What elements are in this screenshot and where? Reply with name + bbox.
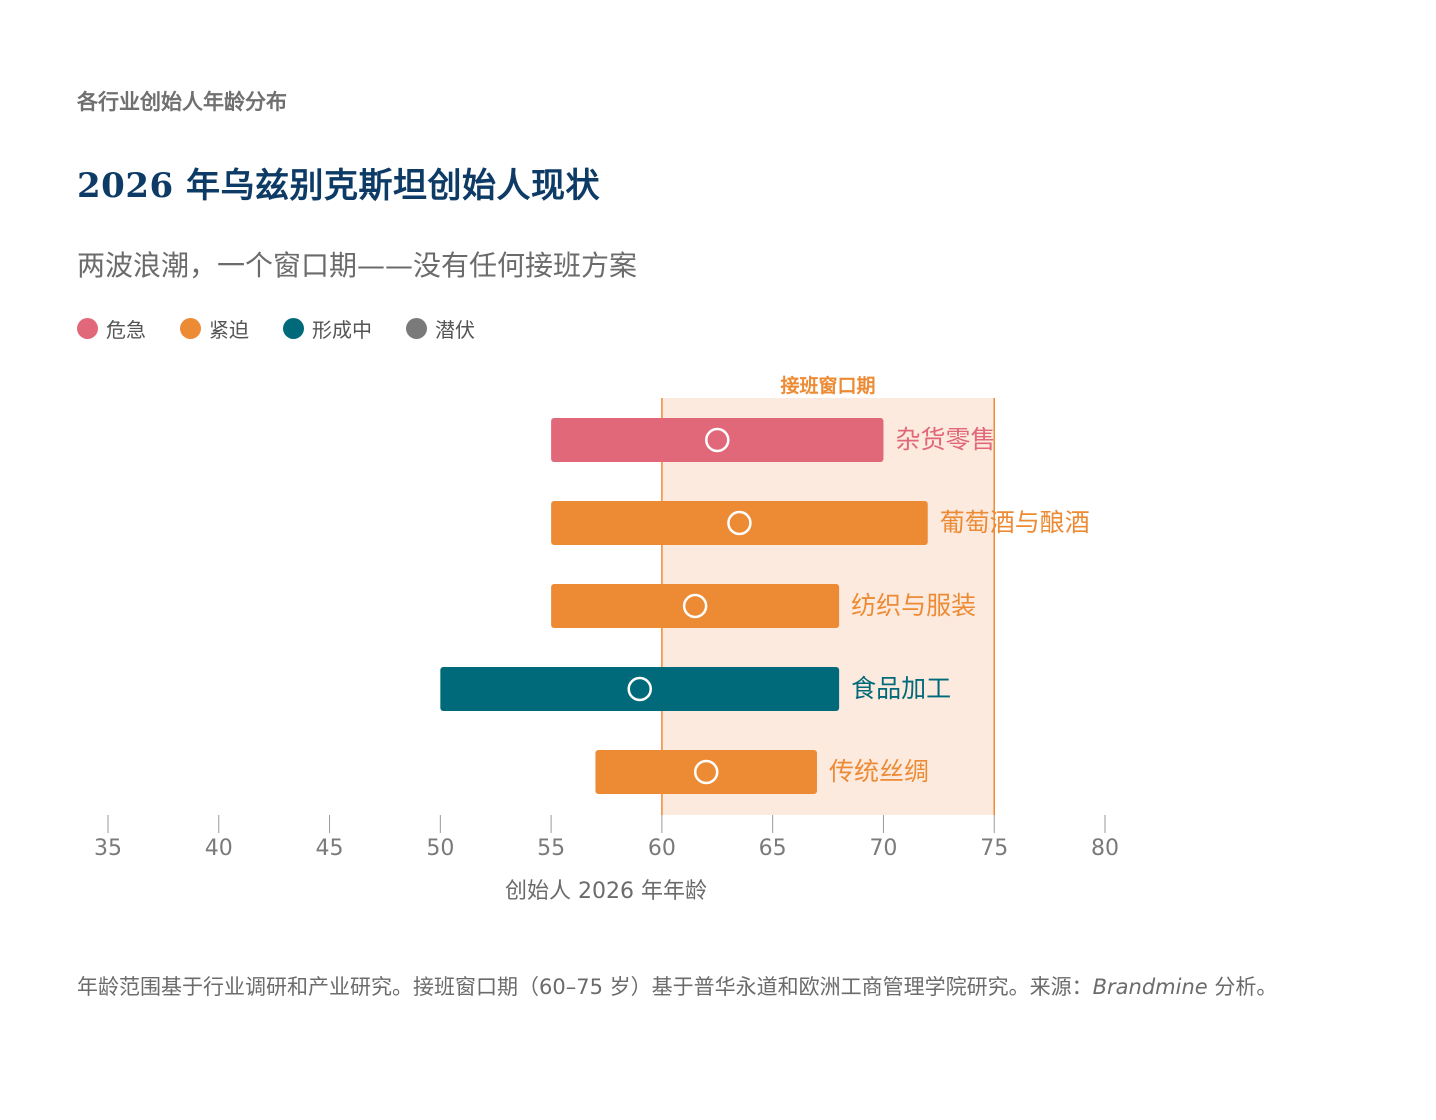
bar-label: 葡萄酒与酿酒 [940,508,1090,537]
chart-kicker: 各行业创始人年龄分布 [77,90,287,114]
median-marker [727,510,752,536]
legend-item-urgent: 紧迫 [180,314,249,343]
x-tick-label: 45 [316,836,344,861]
median-marker [705,427,730,453]
legend-dot-latent [406,318,427,339]
range-bar [551,501,928,545]
x-tick-label: 65 [759,836,787,861]
legend: 危急 紧迫 形成中 潜伏 [77,314,509,343]
x-tick-label: 40 [205,836,233,861]
x-axis-label: 创始人 2026 年年龄 [505,879,707,904]
legend-item-forming: 形成中 [283,314,372,343]
window-label: 接班窗口期 [781,374,876,397]
median-marker [627,676,652,702]
legend-dot-forming [283,318,304,339]
legend-label-latent: 潜伏 [435,318,475,342]
median-marker [693,759,719,785]
chart-title: 2026 年乌兹别克斯坦创始人现状 [77,166,600,206]
range-bar [440,667,840,711]
x-tick-label: 70 [869,836,897,861]
bar-label: 杂货零售 [895,425,995,454]
chart-subtitle: 两波浪潮，一个窗口期——没有任何接班方案 [77,249,638,282]
x-tick-label: 60 [648,836,676,861]
legend-label-forming: 形成中 [312,318,372,342]
footnote-suffix: 分析。 [1207,975,1278,999]
legend-dot-critical [77,318,98,339]
legend-item-latent: 潜伏 [406,314,475,343]
legend-label-urgent: 紧迫 [209,318,249,342]
legend-label-critical: 危急 [106,318,146,342]
legend-dot-urgent [180,318,201,339]
x-tick-label: 55 [537,836,565,861]
footnote-source: Brandmine [1092,975,1208,999]
bar-label: 纺织与服装 [851,591,976,620]
range-bar [551,584,840,628]
x-tick-label: 50 [426,836,454,861]
x-tick-label: 35 [94,836,122,861]
x-tick-label: 80 [1091,836,1119,861]
range-bar [595,750,817,794]
median-marker [682,593,708,619]
range-bar [551,418,884,462]
bar-label: 食品加工 [851,674,951,703]
footnote: 年龄范围基于行业调研和产业研究。接班窗口期（60–75 岁）基于普华永道和欧洲工… [77,970,1367,1004]
legend-item-critical: 危急 [77,314,146,343]
x-tick-label: 75 [980,836,1008,861]
bar-label: 传统丝绸 [829,757,929,786]
footnote-text: 年龄范围基于行业调研和产业研究。接班窗口期（60–75 岁）基于普华永道和欧洲工… [77,975,1093,999]
